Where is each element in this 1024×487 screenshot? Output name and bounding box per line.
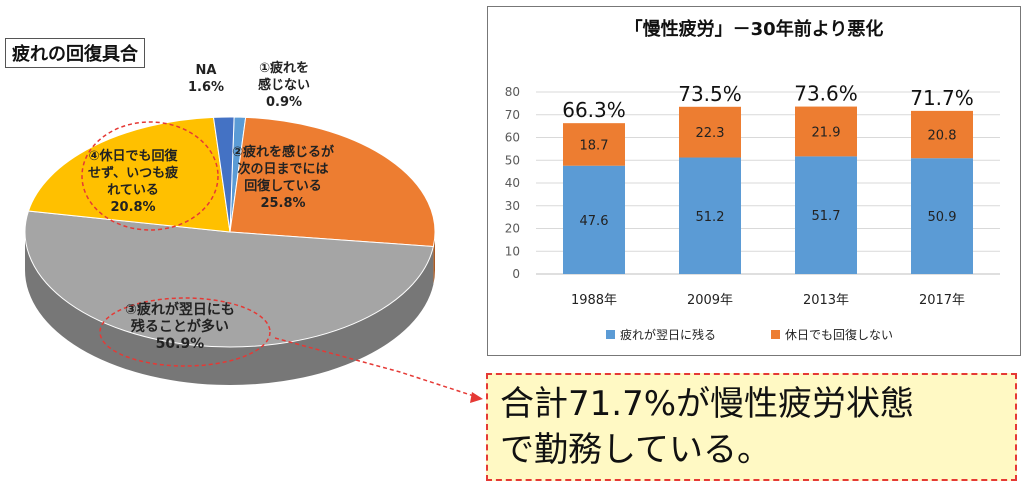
bar-segment-next-day-1 <box>679 157 741 274</box>
summary-line-2: で勤務している。 <box>500 430 771 470</box>
bar-value-label: 50.9 <box>928 210 957 225</box>
bar-segment-next-day-3 <box>911 158 973 274</box>
summary-callout: 合計71.7%が慢性疲労状態 で勤務している。 <box>486 373 1017 481</box>
bar-value-label: 51.2 <box>696 210 725 225</box>
pie-label-always-tired: ④休日でも回復 せず、いつも疲 れている 20.8% <box>88 149 179 215</box>
bar-value-label: 21.9 <box>812 125 841 140</box>
x-tick-label: 1988年 <box>571 293 617 308</box>
x-tick-label: 2017年 <box>919 293 965 308</box>
y-tick-label: 20 <box>505 222 520 236</box>
bar-value-label: 20.8 <box>928 129 957 144</box>
pie-chart <box>24 116 436 386</box>
summary-line-1: 合計71.7%が慢性疲労状態 <box>500 384 915 424</box>
x-tick-label: 2013年 <box>803 293 849 308</box>
y-tick-label: 0 <box>512 267 520 281</box>
pie-label-remain-next-day: ③疲れが翌日にも 残ることが多い 50.9% <box>125 302 235 352</box>
bar-value-label: 47.6 <box>580 214 609 229</box>
y-tick-label: 60 <box>505 131 520 145</box>
bar-segment-next-day-2 <box>795 156 857 274</box>
bar-total-label: 71.7% <box>910 86 974 110</box>
pie-side-remain_next_day <box>25 232 434 386</box>
pie-title: 疲れの回復具合 <box>5 38 145 68</box>
bar-value-label: 22.3 <box>696 126 725 141</box>
x-tick-label: 2009年 <box>687 293 733 308</box>
bar-total-label: 73.5% <box>678 82 742 106</box>
highlight-ellipse-remain-next-day <box>99 297 271 367</box>
bar-chart-panel: 「慢性疲労」－30年前より悪化 0 10 20 30 40 50 60 70 80 47.6 18.… <box>487 6 1021 356</box>
y-tick-label: 10 <box>505 244 520 258</box>
y-tick-label: 50 <box>505 153 520 167</box>
bar-value-label: 51.7 <box>812 209 841 224</box>
legend-swatch <box>771 330 780 339</box>
legend-label: 疲れが翌日に残る <box>620 327 716 342</box>
highlight-ellipse-always-tired <box>81 121 219 231</box>
bar-segment-holiday-3 <box>911 110 973 159</box>
pie-label-fatigue-none: ①疲れを 感じない 0.9% <box>258 61 311 110</box>
pie-slice-recover_next_day <box>229 116 436 248</box>
bar-total-label: 73.6% <box>794 82 858 106</box>
y-tick-label: 30 <box>505 199 520 213</box>
y-tick-label: 80 <box>505 85 520 99</box>
chart-title: 「慢性疲労」－30年前より悪化 <box>624 19 884 40</box>
y-tick-label: 40 <box>505 176 520 190</box>
pie-label-recover-next-day: ②疲れを感じるが 次の日までには 回復している 25.8% <box>232 145 335 211</box>
bar-total-label: 66.3% <box>562 98 626 122</box>
bar-segment-holiday-1 <box>679 106 741 158</box>
pie-slice-always_tired <box>27 116 231 233</box>
bar-value-label: 18.7 <box>580 138 609 153</box>
pie-slice-remain_next_day <box>24 210 434 348</box>
legend-swatch <box>606 330 615 339</box>
legend-label: 休日でも回復しない <box>785 327 893 342</box>
bar-segment-holiday-0 <box>563 123 625 166</box>
bar-chart: 0 10 20 30 40 50 60 70 80 47.6 18.7 66.3% 1988年 51.2 2… <box>505 82 1000 342</box>
pie-slice-na <box>212 116 235 233</box>
pie-chart-panel: 疲れの回復具合 ①疲れを 感じない 0.9% NA 1.6% ②疲れを感じるが … <box>0 0 478 487</box>
bar-segment-holiday-2 <box>795 106 857 157</box>
pie-label-na: NA 1.6% <box>188 63 225 95</box>
bar-segment-next-day-0 <box>563 165 625 274</box>
y-tick-label: 70 <box>505 108 520 122</box>
